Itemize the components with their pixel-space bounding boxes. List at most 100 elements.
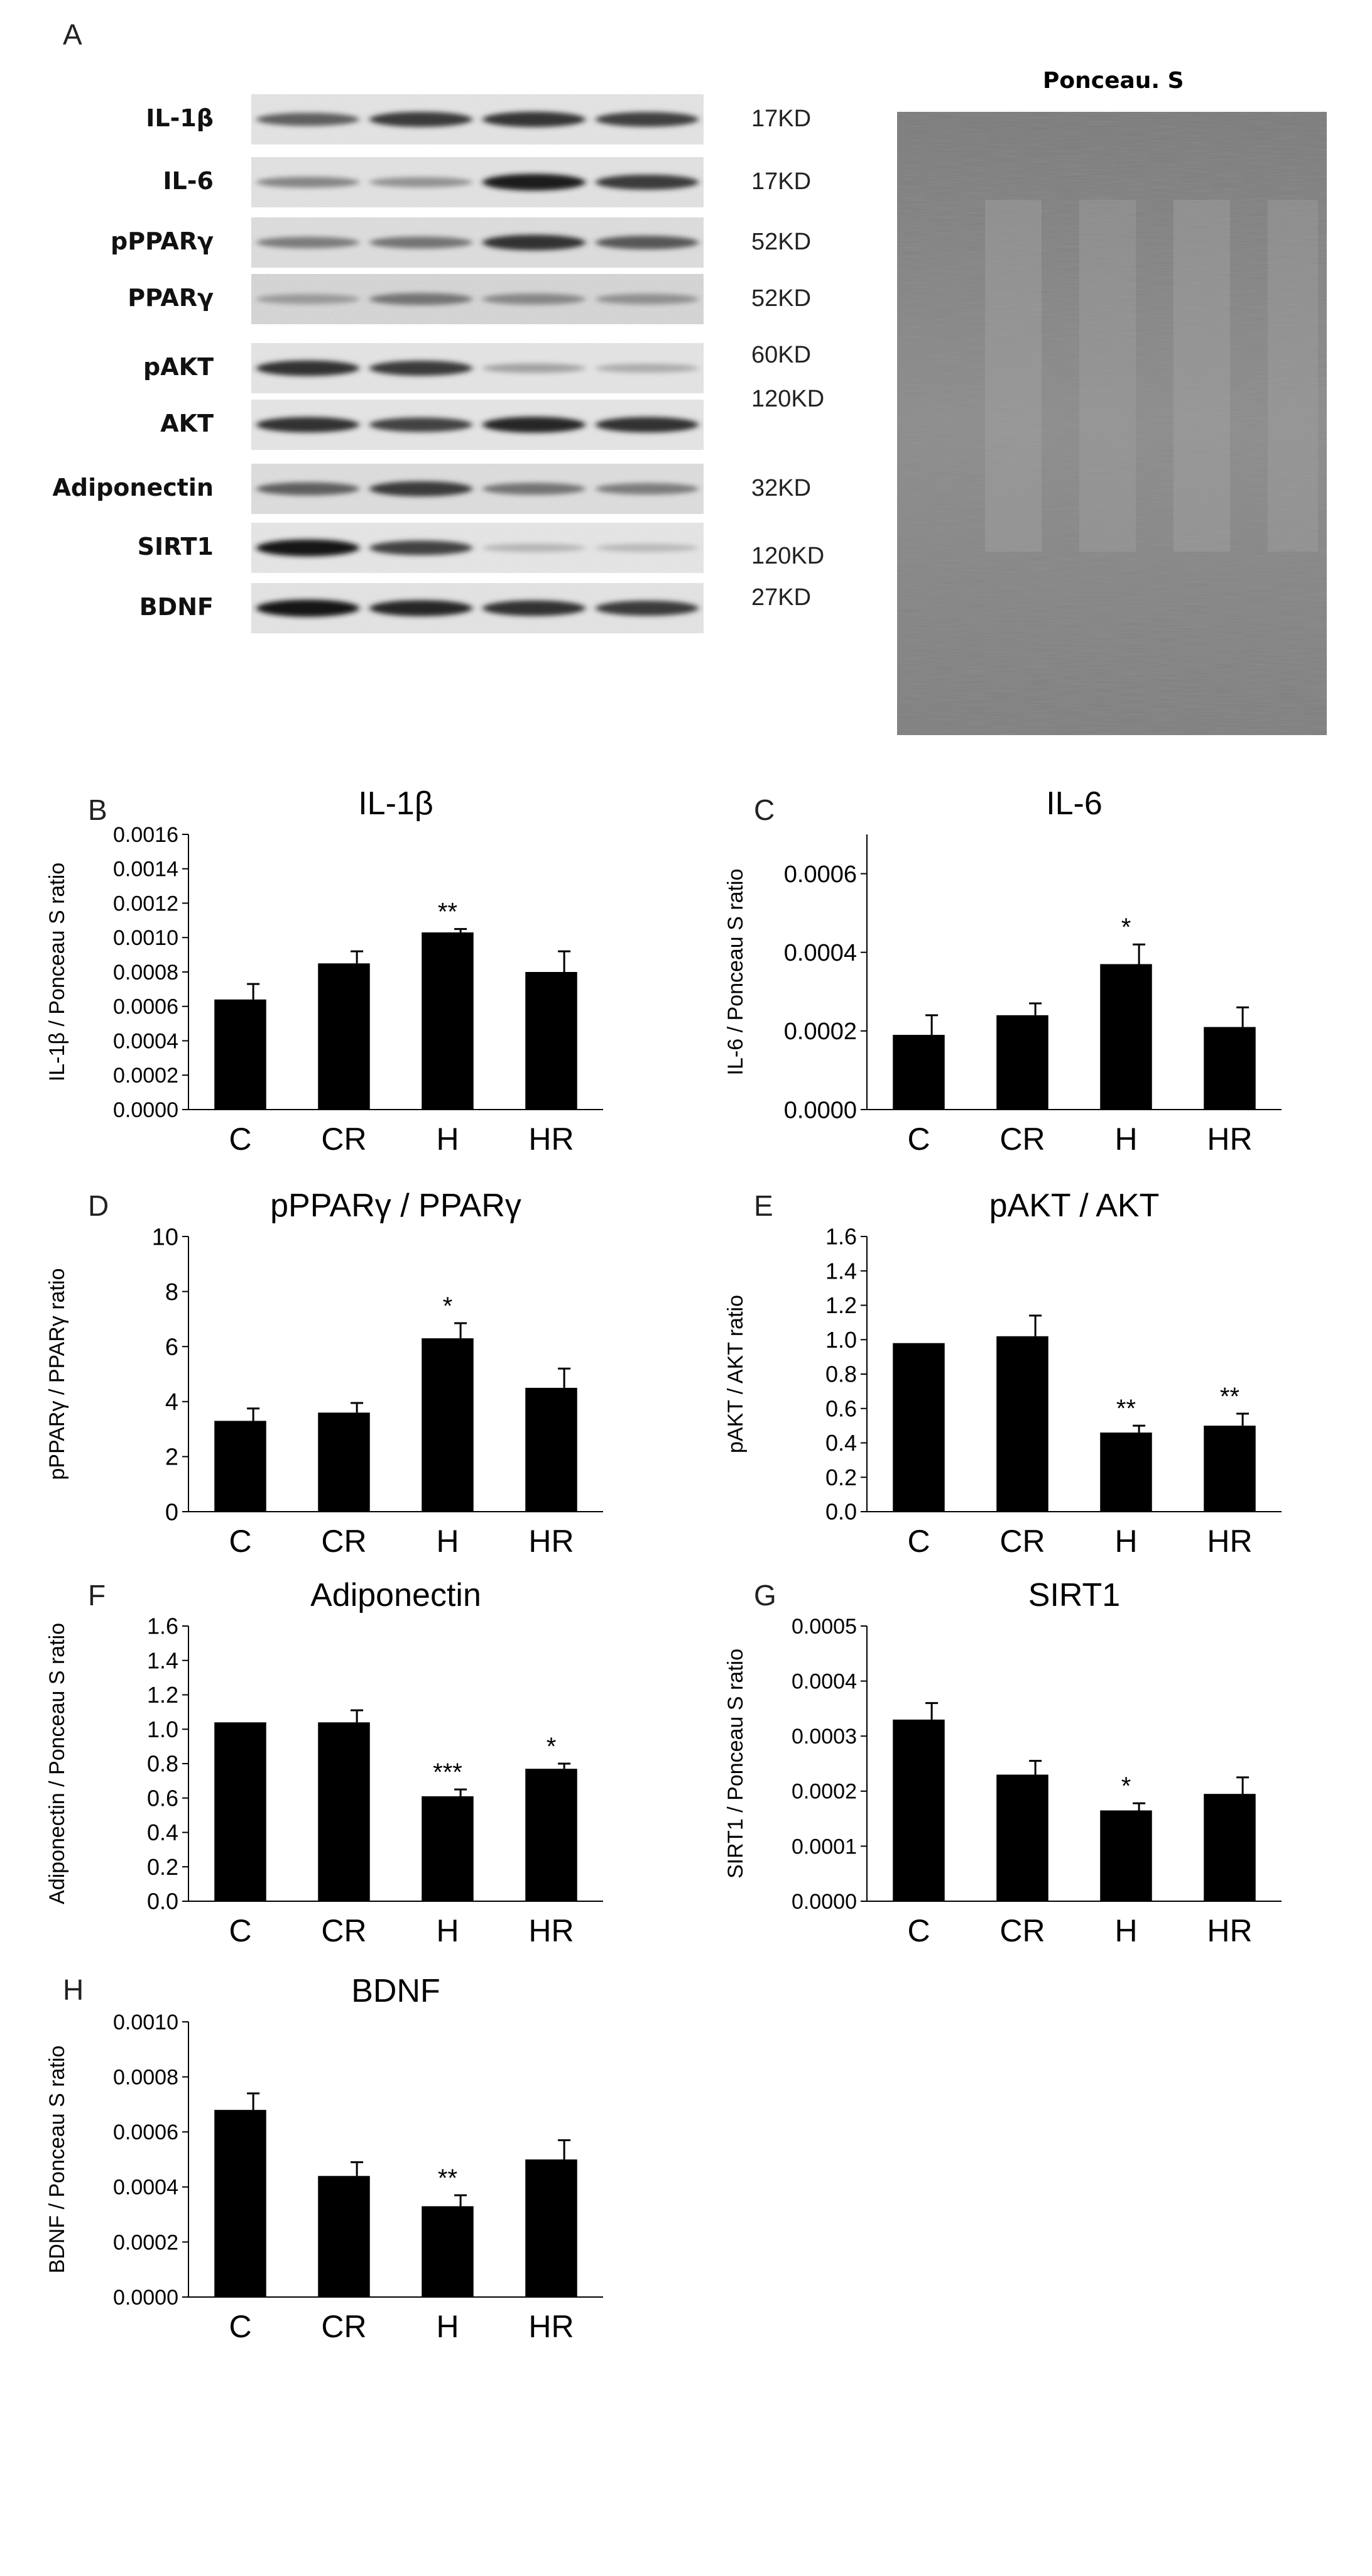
blot-size-label: 120KD	[751, 543, 825, 569]
blot-band	[256, 539, 359, 557]
bar-cr	[318, 1412, 370, 1512]
x-tick-label: HR	[528, 2309, 574, 2344]
blot-band	[596, 543, 699, 552]
blot-band	[256, 599, 359, 617]
blot-image	[251, 94, 704, 145]
y-tick-label: 1.6	[147, 1613, 178, 1639]
bar-h	[422, 2206, 474, 2297]
y-tick-label: 1.2	[147, 1682, 178, 1708]
bar-hr	[525, 972, 577, 1110]
x-tick-label: CR	[321, 1913, 366, 1948]
blot-band	[482, 293, 585, 305]
significance-marker: *	[443, 1292, 453, 1320]
blot-band	[482, 543, 585, 552]
y-tick-label: 0.0006	[784, 861, 857, 888]
y-tick-label: 0.0005	[792, 1615, 857, 1639]
blot-band	[369, 112, 472, 127]
x-tick-label: HR	[528, 1913, 574, 1948]
blot-label: SIRT1	[137, 533, 214, 560]
y-tick-label: 0.0016	[113, 823, 178, 847]
chart-title: SIRT1	[1028, 1577, 1120, 1613]
blot-image	[251, 157, 704, 207]
panel-letter-a: A	[63, 18, 82, 51]
x-tick-label: H	[436, 1913, 459, 1948]
blot-band	[596, 175, 699, 190]
panel-letter: B	[88, 794, 107, 826]
ponceau-lane-2	[1079, 200, 1136, 552]
x-tick-label: C	[229, 1524, 251, 1559]
blot-image	[251, 400, 704, 450]
chart-title: pPPARγ / PPARγ	[270, 1187, 521, 1224]
blot-image	[251, 217, 704, 268]
x-tick-label: H	[1114, 1913, 1137, 1948]
y-tick-label: 0.0010	[113, 926, 178, 950]
y-tick-label: 1.0	[825, 1327, 857, 1353]
y-tick-label: 0.0000	[113, 1098, 178, 1122]
x-tick-label: HR	[528, 1524, 574, 1559]
panel-letter: D	[88, 1189, 109, 1222]
x-tick-label: HR	[528, 1122, 574, 1157]
bar-c	[214, 2110, 266, 2297]
bar-h	[1100, 964, 1152, 1110]
x-tick-label: CR	[321, 2309, 366, 2344]
x-tick-label: HR	[1207, 1122, 1252, 1157]
y-tick-label: 0.8	[825, 1362, 857, 1387]
y-tick-label: 0.0010	[113, 2011, 178, 2034]
blot-size-label: 120KD	[751, 386, 825, 412]
y-tick-label: 0.0002	[113, 2230, 178, 2254]
chart-title: pAKT / AKT	[989, 1187, 1160, 1224]
bar-chart-f: Adiponectin Adiponectin / Ponceau S ratio…	[45, 1577, 603, 1948]
blot-band	[256, 417, 359, 433]
y-axis-label: pAKT / AKT ratio	[724, 1295, 748, 1453]
blot-image	[251, 583, 704, 633]
y-tick-label: 0.4	[825, 1430, 857, 1456]
bar-c	[214, 1421, 266, 1512]
blot-band	[256, 112, 359, 126]
y-tick-label: 8	[165, 1279, 178, 1306]
blot-label: IL-1β	[146, 104, 214, 132]
bar-chart-c: IL-6 IL-6 / Ponceau S ratio 0.0000 0.0002 0.…	[724, 785, 1282, 1157]
x-tick-label: HR	[1207, 1913, 1252, 1948]
y-tick-label: 0.0004	[113, 1029, 178, 1053]
bar-c	[214, 999, 266, 1110]
y-tick-label: 0.0	[825, 1499, 857, 1525]
y-tick-label: 0.0002	[784, 1018, 857, 1045]
y-tick-label: 0.2	[147, 1854, 178, 1880]
y-tick-label: 0.0012	[113, 892, 178, 915]
y-tick-label: 10	[152, 1224, 178, 1250]
blot-band	[596, 236, 699, 249]
bar-h	[422, 1338, 474, 1512]
y-tick-label: 0.0000	[784, 1097, 857, 1123]
blot-band	[482, 600, 585, 616]
bar-h	[1100, 1433, 1152, 1512]
blot-size-label: 60KD	[751, 342, 812, 368]
blot-band	[369, 600, 472, 616]
y-tick-label: 0.4	[147, 1820, 178, 1845]
x-tick-label: CR	[321, 1122, 366, 1157]
blot-band	[256, 236, 359, 249]
y-tick-label: 0.0008	[113, 2066, 178, 2090]
x-tick-label: C	[229, 1913, 251, 1948]
blot-band	[369, 293, 472, 305]
bar-chart-d: pPPARγ / PPARγ pPPARγ / PPARγ ratio 0 2 4 6 8 1…	[45, 1187, 603, 1559]
blot-image	[251, 274, 704, 324]
bar-chart-b: IL-1β IL-1β / Ponceau S ratio 0.0000 0.0002…	[45, 785, 603, 1157]
x-tick-label: C	[907, 1913, 930, 1948]
significance-marker: *	[1121, 1772, 1131, 1800]
bar-cr	[996, 1774, 1048, 1901]
bar-hr	[525, 1387, 577, 1512]
x-tick-label: HR	[1207, 1524, 1252, 1559]
y-tick-label: 0.0004	[113, 2176, 178, 2200]
blot-band	[596, 293, 699, 305]
bar-cr	[318, 963, 370, 1110]
y-tick-label: 4	[165, 1389, 178, 1416]
blot-band	[596, 601, 699, 616]
bar-chart-g: SIRT1 SIRT1 / Ponceau S ratio 0.0000 0.0001…	[724, 1577, 1282, 1948]
blot-band	[369, 236, 472, 249]
x-tick-label: C	[907, 1122, 930, 1157]
y-tick-label: 0.0004	[784, 940, 857, 966]
y-tick-label: 0.0	[147, 1889, 178, 1914]
blot-band	[596, 483, 699, 495]
blot-image	[251, 523, 704, 573]
panel-letter: H	[63, 1973, 84, 2006]
